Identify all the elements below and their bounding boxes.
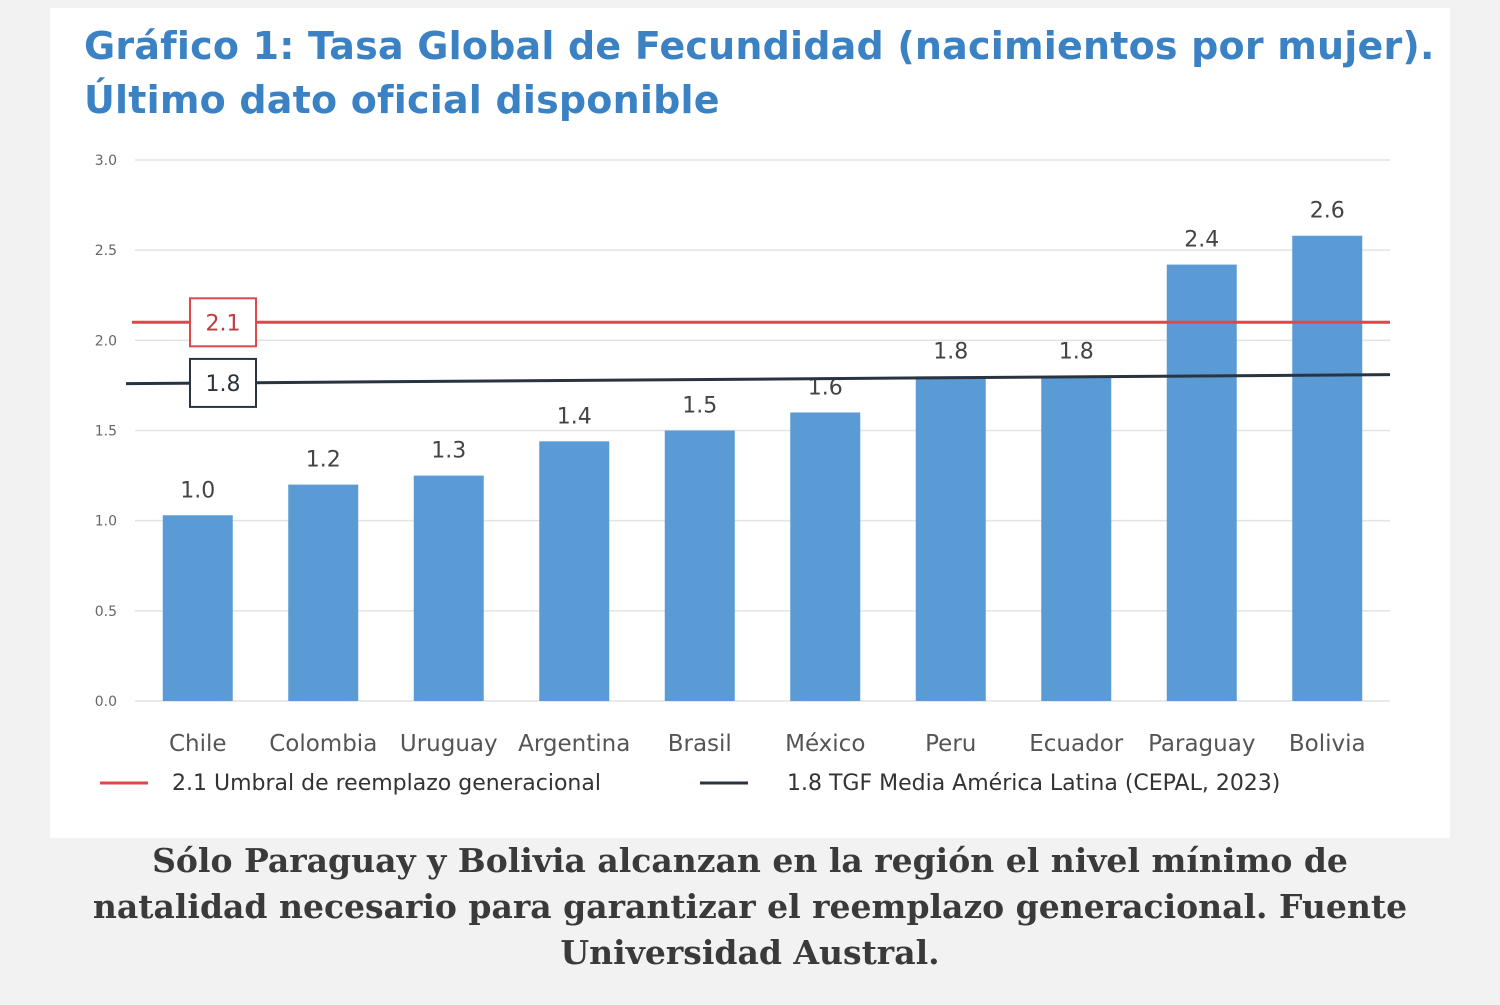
x-tick-label: Ecuador xyxy=(1029,731,1124,757)
reference-line-label-box xyxy=(189,357,257,408)
caption-line-2: natalidad necesario para garantizar el r… xyxy=(92,887,1408,926)
bar xyxy=(664,430,735,701)
legend-label: 2.1 Umbral de reemplazo generacional xyxy=(172,771,601,796)
reference-line-label: 2.1 xyxy=(206,311,241,336)
bar-data-label: 1.8 xyxy=(933,339,968,364)
bar-data-label: 1.3 xyxy=(431,439,466,464)
bar xyxy=(413,475,484,701)
y-tick-label: 1.0 xyxy=(95,514,117,530)
chart-card: Gráfico 1: Tasa Global de Fecundidad (na… xyxy=(50,8,1450,838)
x-tick-label: Chile xyxy=(169,731,227,757)
bar xyxy=(1166,264,1237,701)
bar-data-label: 2.6 xyxy=(1310,199,1345,224)
bar-data-label: 1.8 xyxy=(1059,339,1094,364)
chart-title-line-1: Gráfico 1: Tasa Global de Fecundidad (na… xyxy=(84,24,1435,68)
reference-line-label-box xyxy=(189,297,257,348)
reference-line xyxy=(125,373,1391,386)
y-tick-label: 2.0 xyxy=(95,333,117,349)
x-tick-label: Colombia xyxy=(269,731,377,757)
bar-chart: 0.0 0.5 1.0 1.5 2.0 2.5 3.0 1.0 Chile 1.2 Colombia… xyxy=(95,153,1391,796)
legend-label: 1.8 TGF Media América Latina (CEPAL, 202… xyxy=(787,771,1280,796)
x-tick-label: Bolivia xyxy=(1289,731,1366,757)
y-tick-label: 2.5 xyxy=(95,243,117,259)
bar xyxy=(1292,235,1363,702)
caption-line-3: Universidad Austral. xyxy=(560,933,940,972)
chart-title-line-2: Último dato oficial disponible xyxy=(84,78,720,122)
x-tick-label: Peru xyxy=(925,731,976,757)
bar xyxy=(790,412,861,701)
bar-data-label: 1.0 xyxy=(180,478,215,503)
bar xyxy=(288,484,359,701)
bar xyxy=(915,376,986,701)
y-tick-label: 0.5 xyxy=(95,604,117,620)
bar xyxy=(1041,376,1112,701)
x-tick-label: Paraguay xyxy=(1148,731,1255,757)
x-tick-label: Brasil xyxy=(668,731,732,757)
bar-data-label: 1.4 xyxy=(557,404,592,429)
caption-line-1: Sólo Paraguay y Bolivia alcanzan en la r… xyxy=(152,841,1348,880)
bar-data-label: 1.2 xyxy=(306,448,341,473)
bar-data-label: 2.4 xyxy=(1184,228,1219,253)
reference-line-label: 1.8 xyxy=(206,372,241,397)
y-tick-label: 1.5 xyxy=(95,424,117,440)
y-tick-label: 3.0 xyxy=(95,153,117,169)
y-tick-label: 0.0 xyxy=(95,694,117,710)
x-tick-label: México xyxy=(785,731,865,757)
bar xyxy=(162,515,233,701)
bar-data-label: 1.5 xyxy=(682,394,717,419)
x-tick-label: Uruguay xyxy=(400,731,498,757)
figure-caption: Sólo Paraguay y Bolivia alcanzan en la r… xyxy=(40,838,1460,976)
x-tick-label: Argentina xyxy=(518,731,630,757)
bar xyxy=(539,441,610,701)
